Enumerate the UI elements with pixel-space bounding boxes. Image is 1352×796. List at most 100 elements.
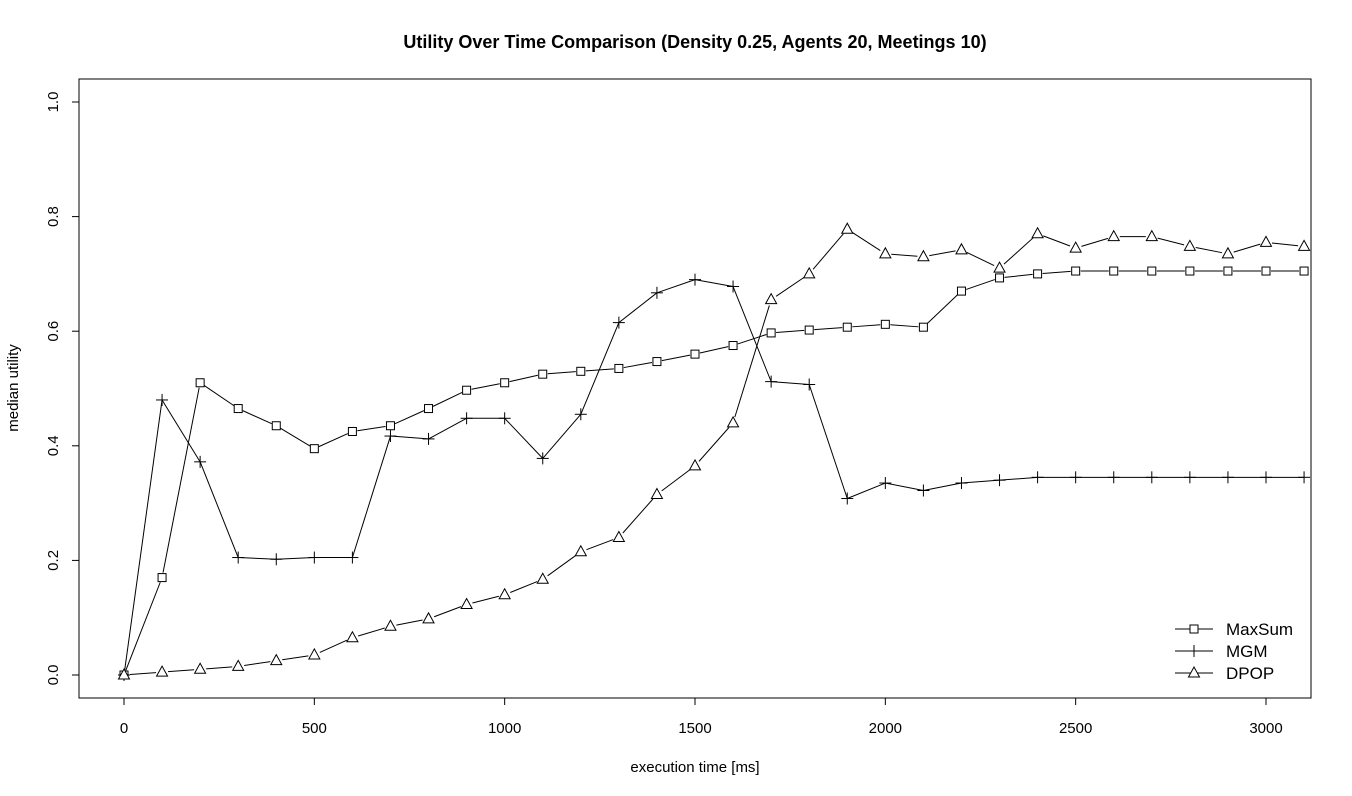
dpop-point: [726, 415, 740, 428]
dpop-line-segment: [206, 666, 233, 670]
legend-marker-maxsum: [1189, 624, 1199, 634]
dpop-point: [307, 647, 321, 660]
maxsum-point: [1109, 266, 1119, 276]
mgm-line-segment: [771, 381, 810, 385]
x-tick-label: 1000: [488, 720, 521, 737]
dpop-line-segment: [698, 427, 730, 462]
x-tick-label: 0: [120, 720, 128, 737]
maxsum-line-segment: [737, 334, 767, 345]
maxsum-line-segment: [125, 582, 161, 671]
series-layer: [117, 222, 1311, 681]
mgm-line-segment: [504, 417, 544, 459]
dpop-point: [650, 487, 664, 500]
mgm-point: [156, 393, 169, 406]
series-mgm: [118, 273, 1311, 681]
mgm-line-segment: [808, 384, 848, 499]
maxsum-point: [842, 322, 852, 332]
dpop-point: [117, 667, 131, 680]
maxsum-point: [424, 404, 434, 414]
mgm-point: [841, 492, 854, 505]
dpop-line-segment: [1195, 247, 1223, 254]
y-tick-label: 0.4: [45, 435, 62, 456]
maxsum-point: [956, 286, 966, 296]
dpop-point: [574, 544, 588, 557]
maxsum-line-segment: [547, 371, 576, 375]
dpop-line-segment: [852, 232, 881, 252]
mgm-line-segment: [390, 435, 429, 440]
maxsum-line-segment: [966, 279, 995, 290]
maxsum-line-segment: [852, 324, 881, 328]
dpop-point: [155, 665, 169, 677]
dpop-line-segment: [775, 276, 805, 297]
mgm-line-segment: [428, 417, 467, 440]
y-tick-label: 0.2: [45, 550, 62, 571]
mgm-line-segment: [199, 461, 239, 558]
maxsum-line-segment: [509, 374, 538, 383]
maxsum-line-segment: [471, 383, 500, 390]
mgm-line-segment: [694, 279, 734, 287]
x-tick-label: 2500: [1059, 720, 1092, 737]
mgm-point: [993, 474, 1006, 487]
dpop-line-segment: [1233, 243, 1261, 253]
dpop-point: [955, 242, 968, 255]
maxsum-point: [233, 404, 243, 414]
plot-frame: [78, 78, 1312, 699]
maxsum-line-segment: [432, 391, 463, 407]
legend-marker-dpop: [1187, 665, 1201, 678]
mgm-point: [1145, 471, 1158, 484]
mgm-point: [1107, 471, 1120, 484]
y-tick-label: 0.0: [45, 665, 62, 686]
maxsum-point: [462, 385, 472, 395]
maxsum-point: [804, 325, 814, 335]
series-maxsum: [119, 266, 1309, 680]
maxsum-line-segment: [814, 327, 843, 331]
maxsum-point: [880, 319, 890, 329]
dpop-point: [917, 249, 930, 262]
maxsum-point: [690, 349, 700, 359]
dpop-line-segment: [966, 251, 995, 267]
mgm-line-segment: [580, 322, 620, 415]
maxsum-point: [195, 378, 205, 388]
mgm-line-segment: [123, 399, 163, 676]
dpop-point: [1297, 239, 1311, 251]
dpop-line-segment: [1271, 242, 1299, 247]
y-tick-label: 0.8: [45, 206, 62, 227]
maxsum-point: [918, 322, 928, 332]
dpop-point: [346, 630, 359, 643]
chart-title: Utility Over Time Comparison (Density 0.…: [403, 32, 986, 52]
maxsum-point: [309, 444, 319, 454]
mgm-point: [536, 452, 549, 465]
mgm-point: [460, 412, 473, 425]
mgm-line-segment: [542, 413, 582, 459]
mgm-point: [955, 477, 968, 490]
dpop-point: [840, 222, 854, 234]
y-tick-label: 0.6: [45, 321, 62, 342]
maxsum-point: [157, 573, 167, 583]
dpop-point: [460, 597, 473, 610]
legend-marker-mgm: [1188, 645, 1200, 657]
legend: MaxSum MGM DPOP: [1175, 620, 1293, 683]
maxsum-point: [614, 363, 624, 373]
dpop-line-segment: [319, 639, 348, 653]
mgm-point: [498, 412, 511, 425]
maxsum-line-segment: [1004, 273, 1033, 278]
x-axis-label: execution time [ms]: [630, 759, 759, 776]
dpop-line-segment: [661, 469, 691, 492]
mgm-point: [727, 280, 740, 293]
series-dpop: [117, 222, 1311, 680]
dpop-point: [1031, 226, 1044, 239]
mgm-line-segment: [161, 399, 201, 463]
dpop-line-segment: [812, 233, 844, 270]
maxsum-line-segment: [890, 324, 919, 328]
dpop-point: [384, 619, 397, 631]
mgm-point: [1031, 471, 1044, 484]
mgm-line-segment: [885, 482, 924, 491]
y-tick-label: 1.0: [45, 92, 62, 113]
dpop-point: [993, 261, 1006, 273]
dpop-point: [269, 653, 283, 666]
dpop-line-segment: [1043, 235, 1071, 247]
y-axis: 0.0 0.2 0.4 0.6 0.8 1.0: [45, 92, 80, 686]
x-tick-label: 1500: [678, 720, 711, 737]
dpop-line-segment: [510, 581, 538, 593]
